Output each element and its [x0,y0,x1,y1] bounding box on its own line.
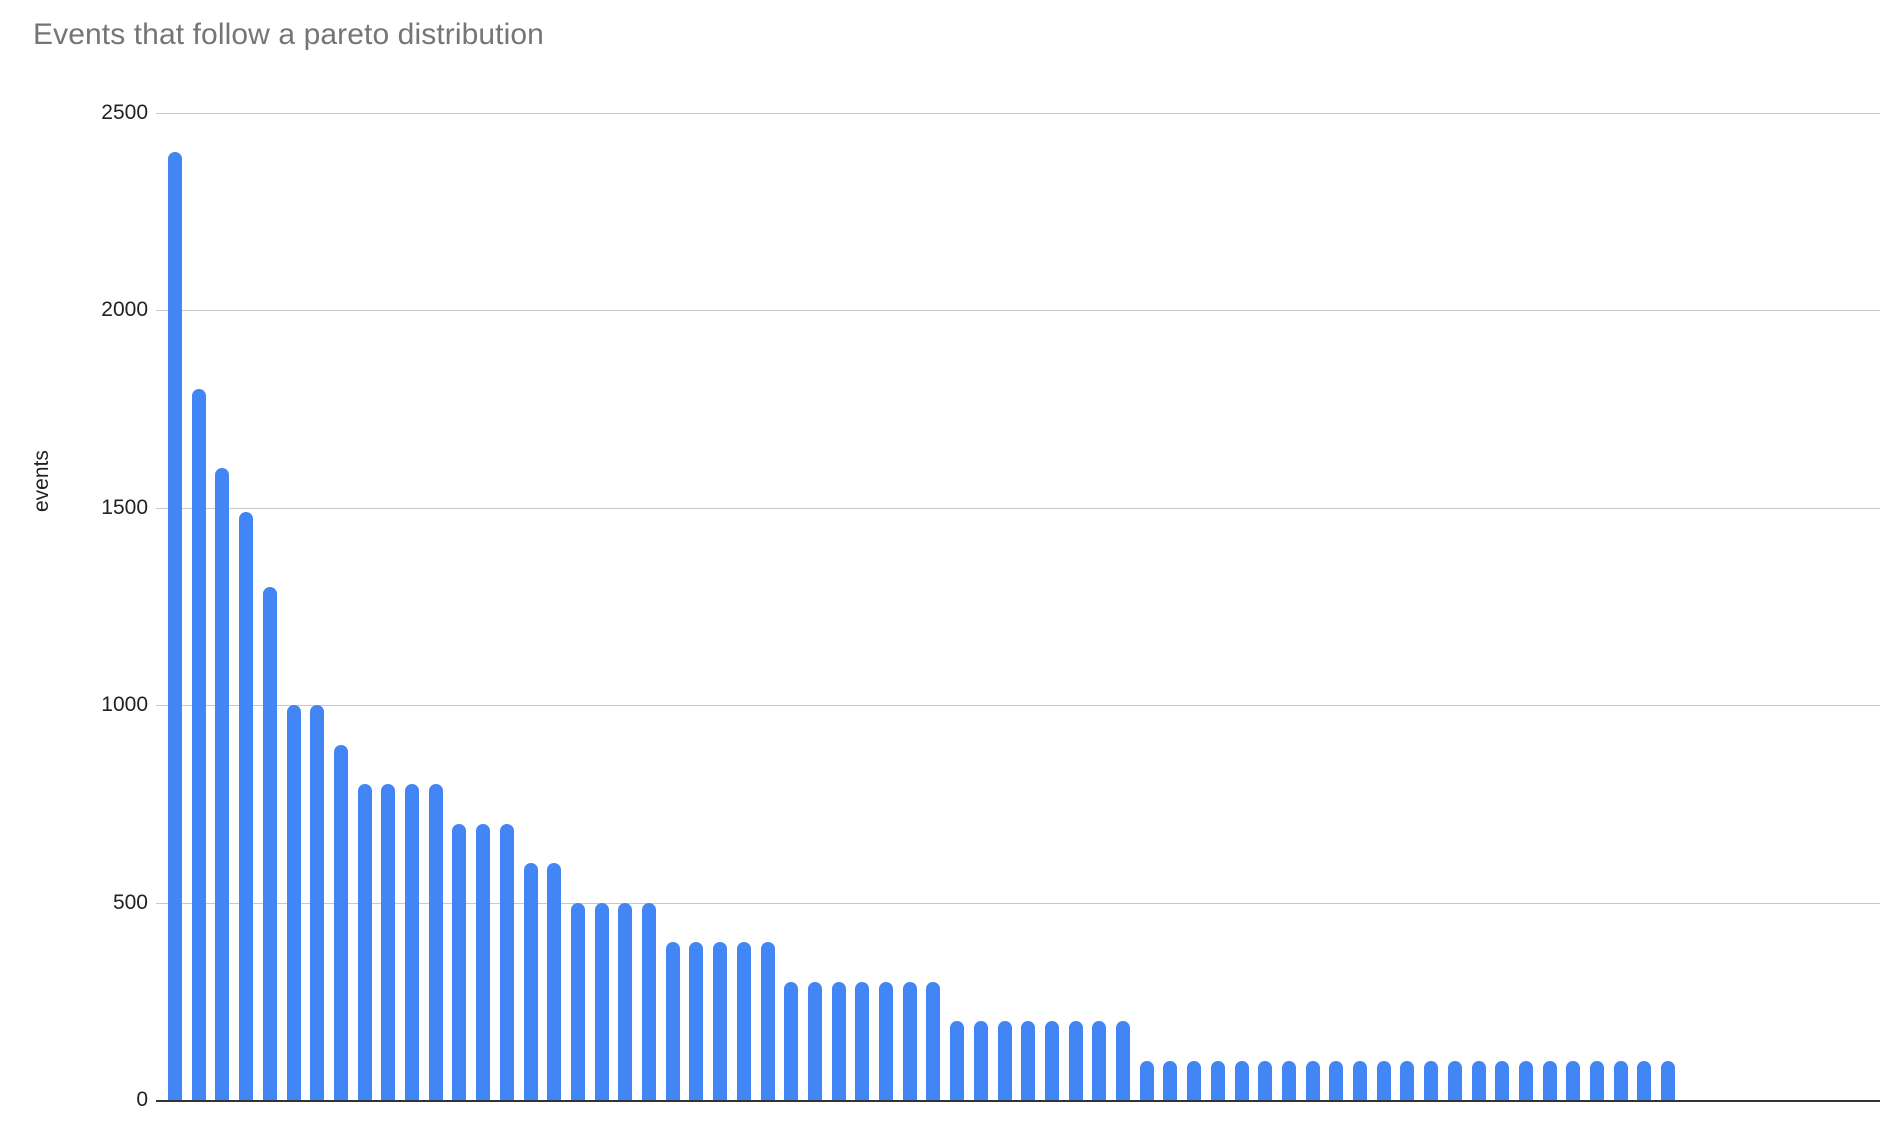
bar[interactable] [997,1021,1012,1100]
bar[interactable] [831,981,846,1100]
y-axis-tick-mark [156,1100,168,1102]
gridline [156,507,1880,509]
y-axis-tick-label: 500 [112,890,148,914]
bar[interactable] [523,863,538,1100]
bar[interactable] [807,981,822,1100]
bar[interactable] [618,902,633,1100]
bar[interactable] [1187,1060,1202,1100]
bar[interactable] [239,511,254,1100]
bar[interactable] [736,942,751,1100]
bar[interactable] [1163,1060,1178,1100]
gridline [156,902,1880,904]
bars-layer [168,113,1880,1100]
bar[interactable] [689,942,704,1100]
bar[interactable] [1495,1060,1510,1100]
bar[interactable] [333,744,348,1100]
y-axis-tick-mark [156,310,168,312]
bar[interactable] [1092,1021,1107,1100]
bar[interactable] [713,942,728,1100]
bar[interactable] [262,586,277,1100]
bar[interactable] [1542,1060,1557,1100]
bar[interactable] [1400,1060,1415,1100]
y-axis-tick-label: 1000 [101,693,148,717]
bar[interactable] [1281,1060,1296,1100]
y-axis-tick-mark [156,507,168,509]
y-axis-tick-label: 1500 [101,495,148,519]
bar[interactable] [1424,1060,1439,1100]
gridline [156,113,1880,114]
bar[interactable] [1661,1060,1676,1100]
bar[interactable] [191,389,206,1100]
bar[interactable] [357,784,372,1100]
y-axis-tick-label: 0 [136,1088,148,1111]
bar[interactable] [1329,1060,1344,1100]
bar[interactable] [452,823,467,1100]
bar[interactable] [1305,1060,1320,1100]
bar[interactable] [428,784,443,1100]
plot-area: 0 500 1000 1500 2000 2500 [101,101,1880,1111]
bar[interactable] [1044,1021,1059,1100]
bar[interactable] [926,981,941,1100]
y-axis-tick-mark [156,705,168,707]
bar[interactable] [1210,1060,1225,1100]
bar[interactable] [1353,1060,1367,1100]
bar[interactable] [1234,1060,1249,1100]
bar[interactable] [1566,1060,1581,1100]
bar[interactable] [973,1021,988,1100]
y-axis-title: events [30,450,53,512]
bar[interactable] [310,705,325,1100]
bar[interactable] [950,1021,965,1100]
bar[interactable] [879,981,893,1100]
bar[interactable] [665,942,680,1100]
y-axis-tick-label: 2000 [101,298,148,322]
bar[interactable] [1376,1060,1391,1100]
y-axis-tick-mark [156,902,168,904]
bar[interactable] [1116,1021,1130,1100]
bar[interactable] [1637,1060,1652,1100]
chart-title: Events that follow a pareto distribution [33,18,544,51]
bar[interactable] [855,981,870,1100]
bar[interactable] [286,705,301,1100]
bar[interactable] [594,902,609,1100]
x-axis-line [156,1100,1880,1102]
bar[interactable] [405,784,419,1100]
bar[interactable] [760,942,775,1100]
bar[interactable] [215,468,230,1100]
bar[interactable] [381,784,396,1100]
bar[interactable] [642,902,656,1100]
bar[interactable] [570,902,585,1100]
bar[interactable] [1139,1060,1154,1100]
bar[interactable] [1613,1060,1628,1100]
gridline [156,310,1880,312]
bar[interactable] [902,981,917,1100]
bar[interactable] [1590,1060,1604,1100]
y-axis-tick-mark [156,113,168,114]
gridline [156,705,1880,707]
bar[interactable] [784,981,799,1100]
bar[interactable] [499,823,514,1100]
bar[interactable] [1518,1060,1533,1100]
bar[interactable] [547,863,562,1100]
bar[interactable] [1021,1021,1036,1100]
bar[interactable] [1258,1060,1273,1100]
bar[interactable] [1068,1021,1083,1100]
bar[interactable] [168,152,182,1100]
bar[interactable] [1471,1060,1486,1100]
bar[interactable] [1447,1060,1462,1100]
y-axis-tick-label: 2500 [101,101,148,124]
bar[interactable] [476,823,491,1100]
